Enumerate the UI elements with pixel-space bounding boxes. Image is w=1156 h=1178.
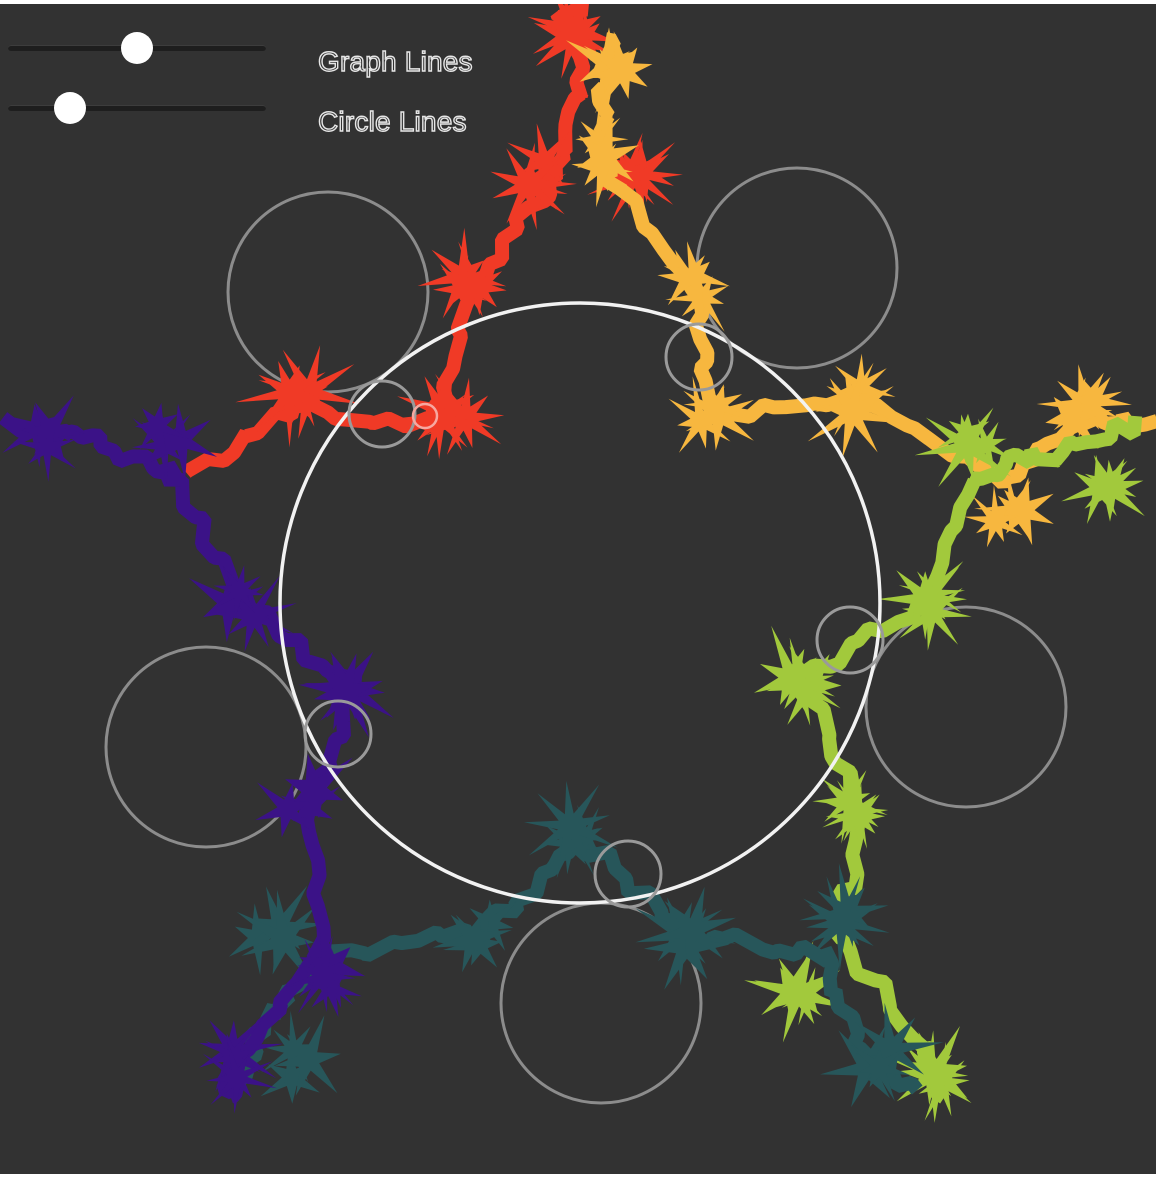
tracer-dot — [411, 402, 439, 430]
main-circle — [278, 301, 882, 905]
star-burst — [507, 123, 570, 186]
star-burst — [781, 967, 833, 1026]
small-circle — [347, 379, 417, 449]
star-burst — [683, 376, 748, 429]
graph-lines-slider[interactable] — [8, 28, 266, 68]
canvas-stage: Graph Lines Circle Lines — [0, 4, 1156, 1174]
star-burst — [189, 570, 264, 643]
star-burst — [141, 403, 217, 481]
guide-circle — [864, 605, 1068, 809]
guide-circle — [226, 190, 430, 394]
star-burst — [235, 361, 326, 448]
star-burst — [135, 402, 190, 462]
star-burst — [668, 376, 739, 453]
star-burst — [302, 962, 362, 1018]
arm-5 — [0, 395, 394, 1114]
arm-4 — [228, 780, 944, 1108]
star-burst — [527, 4, 619, 79]
star-burst — [891, 1026, 968, 1123]
star-burst — [986, 477, 1054, 546]
guide-circle — [104, 645, 308, 849]
small-circles — [303, 322, 885, 909]
star-burst — [583, 31, 653, 114]
star-burst — [956, 418, 1013, 479]
star-burst — [575, 107, 629, 175]
star-burst — [261, 1010, 318, 1085]
circle-lines-slider-track[interactable] — [8, 105, 266, 111]
star-burst — [1073, 376, 1132, 425]
arm-2 — [566, 27, 1156, 548]
star-burst — [418, 374, 505, 455]
arm-1 — [181, 4, 683, 478]
star-burst — [20, 395, 86, 462]
star-burst — [433, 255, 487, 310]
arm-stroke — [790, 415, 1143, 686]
star-burst — [285, 935, 356, 1014]
star-burst — [803, 876, 890, 972]
circle-lines-label: Circle Lines — [317, 105, 467, 137]
arm-stroke — [568, 830, 923, 1095]
star-burst — [255, 782, 311, 838]
circle-lines-slider[interactable] — [8, 88, 266, 128]
star-burst — [280, 779, 341, 830]
star-burst — [1084, 459, 1137, 510]
star-burst — [1045, 377, 1113, 455]
arm-3 — [744, 407, 1145, 1123]
graph-lines-label: Graph Lines — [317, 45, 473, 77]
star-burst — [311, 653, 375, 731]
star-burst — [524, 780, 618, 879]
star-burst — [914, 407, 1011, 487]
star-burst — [274, 1015, 341, 1096]
star-burst — [807, 373, 900, 458]
star-burst — [490, 142, 577, 231]
small-circle — [815, 605, 885, 675]
arm-stroke — [590, 32, 722, 413]
star-burst — [964, 485, 1023, 548]
star-burst — [595, 132, 665, 209]
star-burst — [258, 345, 360, 439]
star-burst — [665, 262, 729, 332]
star-burst — [208, 575, 297, 652]
spirograph-arms — [0, 4, 1156, 1123]
star-burst — [577, 115, 639, 208]
star-burst — [202, 1042, 277, 1114]
star-burst — [822, 780, 889, 849]
star-burst — [469, 899, 518, 951]
graph-lines-slider-thumb[interactable] — [121, 32, 153, 64]
star-burst — [432, 914, 512, 973]
star-burst — [210, 565, 264, 622]
guide-circles — [104, 166, 1068, 1105]
small-circle — [593, 839, 663, 909]
star-burst — [236, 889, 315, 986]
star-burst — [441, 241, 507, 316]
star-burst — [299, 920, 366, 1008]
spirograph-canvas — [0, 4, 1156, 1123]
circle-lines-slider-thumb[interactable] — [53, 92, 86, 124]
star-burst — [663, 241, 730, 313]
star-burst — [652, 886, 736, 959]
arm-stroke — [181, 396, 440, 478]
star-burst — [13, 424, 76, 482]
small-circle — [664, 322, 734, 392]
small-circle — [303, 699, 373, 769]
star-burst — [820, 1025, 896, 1108]
star-burst — [850, 1044, 911, 1102]
star-burst — [899, 567, 972, 651]
star-burst — [754, 625, 835, 712]
star-burst — [2, 404, 68, 468]
